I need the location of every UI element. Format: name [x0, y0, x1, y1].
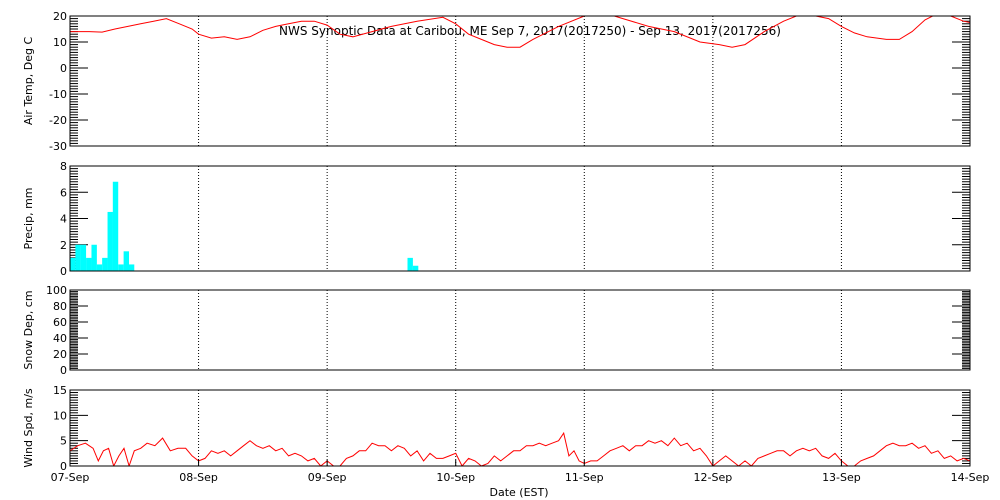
- precip-bar: [112, 181, 119, 271]
- x-tick-label: 13-Sep: [822, 471, 861, 484]
- panel-1: 8 6 4 2 0 Precip, mm: [22, 160, 971, 278]
- y-tick-label: 10: [53, 409, 67, 422]
- y-tick-label: 4: [60, 213, 67, 226]
- y-tick-label: 2: [60, 239, 67, 252]
- x-tick-label: 07-Sep: [51, 471, 90, 484]
- precip-bar: [70, 257, 76, 271]
- x-tick-label: 09-Sep: [308, 471, 347, 484]
- y-tick-label: 10: [53, 36, 67, 49]
- precip-bar: [107, 211, 113, 271]
- y-tick-label: 0: [60, 265, 67, 278]
- precip-bar: [102, 257, 108, 271]
- y-tick-label: -30: [49, 140, 67, 153]
- y-tick-label: 0: [60, 364, 67, 377]
- panel-data: [70, 16, 970, 48]
- y-tick-label: 100: [46, 284, 67, 297]
- y-tick-label: 60: [53, 316, 67, 329]
- x-axis-label: Date (EST): [489, 486, 548, 499]
- y-tick-label: 0: [60, 460, 67, 473]
- y-axis-label: Snow Dep, cm: [22, 290, 35, 369]
- panel-3: 15 10 5 0 Wind Spd, m/s: [22, 384, 971, 473]
- y-tick-label: -20: [49, 114, 67, 127]
- panel-0: 20 10 0 -10 -20 -30 Air Temp, Deg C: [22, 10, 971, 153]
- panel-frame: [69, 15, 971, 147]
- y-axis-label: Wind Spd, m/s: [22, 388, 35, 468]
- x-tick-label: 08-Sep: [179, 471, 218, 484]
- precip-bar: [123, 251, 130, 271]
- y-tick-label: 20: [53, 348, 67, 361]
- y-tick-label: 6: [60, 186, 67, 199]
- x-tick-label: 14-Sep: [951, 471, 990, 484]
- panel-data: [70, 181, 419, 271]
- panel-2: 100 80 60 40 20 0 Snow Dep, cm: [22, 284, 971, 377]
- panel-frame: [69, 165, 971, 272]
- panel-data: [70, 431, 970, 466]
- y-tick-label: 8: [60, 160, 67, 173]
- y-tick-label: 20: [53, 10, 67, 23]
- y-axis-label: Air Temp, Deg C: [22, 37, 35, 126]
- y-tick-label: 15: [53, 384, 67, 397]
- x-tick-label: 10-Sep: [436, 471, 475, 484]
- precip-bar: [118, 264, 124, 271]
- y-tick-label: 5: [60, 435, 67, 448]
- precip-bar: [75, 244, 81, 271]
- air-temp-line: [70, 16, 970, 48]
- x-axis: 07-Sep 08-Sep 09-Sep 10-Sep 11-Sep 12-Sep 13-S…: [51, 460, 990, 484]
- precip-bar: [407, 257, 413, 271]
- precip-bar: [86, 257, 92, 271]
- panel-frame: [69, 389, 971, 467]
- y-axis-label: Precip, mm: [22, 188, 35, 250]
- x-tick-label: 12-Sep: [694, 471, 733, 484]
- y-tick-label: -10: [49, 88, 67, 101]
- y-tick-label: 0: [60, 62, 67, 75]
- y-tick-label: 40: [53, 332, 67, 345]
- wind-speed-line: [70, 431, 970, 466]
- panel-frame: [69, 289, 971, 371]
- x-tick-label: 11-Sep: [565, 471, 604, 484]
- precip-bar: [412, 265, 419, 271]
- y-tick-label: 80: [53, 300, 67, 313]
- precip-bar: [91, 244, 97, 271]
- precip-bar: [128, 264, 135, 271]
- precip-bar: [96, 264, 103, 271]
- precip-bar: [80, 244, 87, 271]
